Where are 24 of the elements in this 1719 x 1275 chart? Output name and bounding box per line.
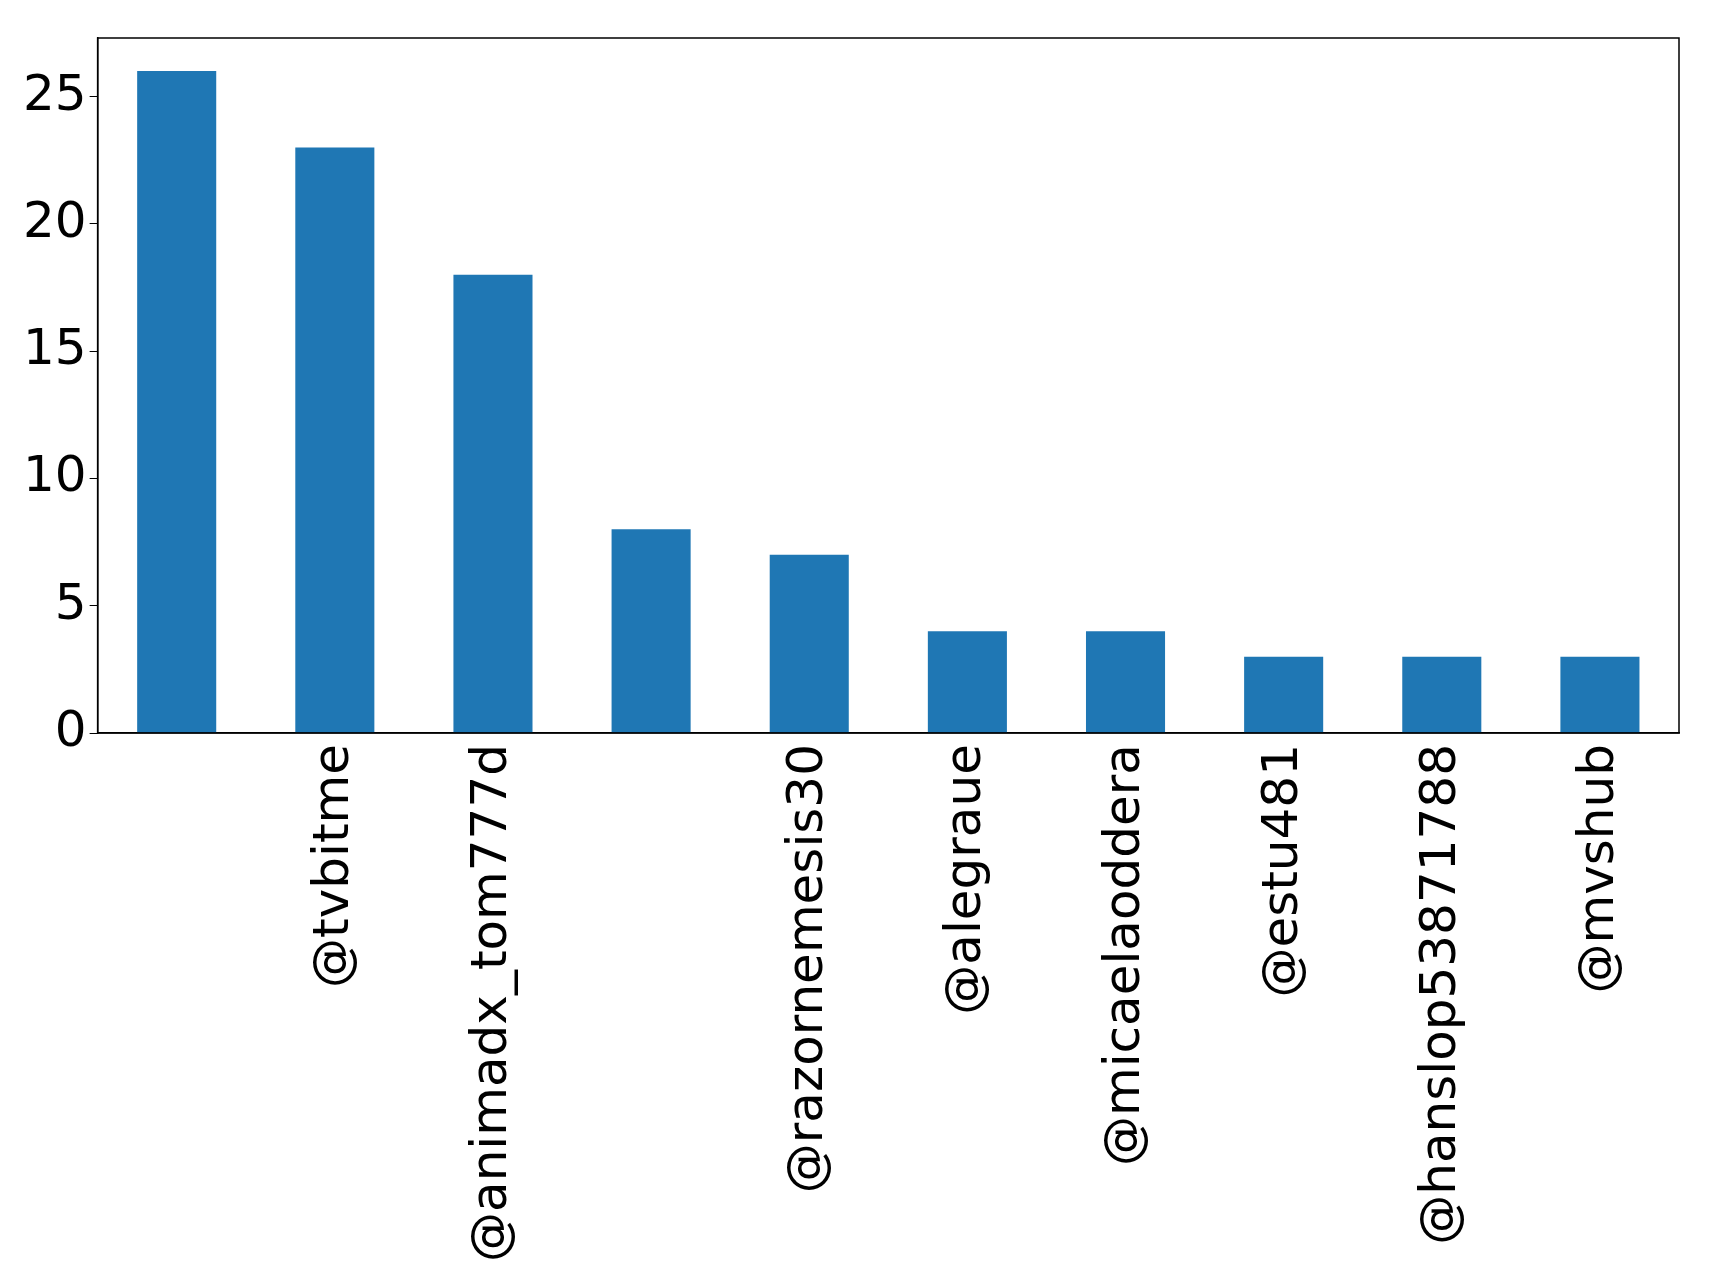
x-tick-label: @tvbitme	[301, 744, 360, 988]
bar	[295, 147, 375, 733]
bar	[453, 274, 533, 733]
y-tick-label: 5	[54, 572, 87, 631]
x-tick-label: @razornemesis30	[776, 744, 835, 1194]
y-tick-label: 15	[23, 318, 87, 377]
bar	[611, 529, 691, 733]
x-tick-label: @animadx_tom777d	[459, 744, 518, 1262]
y-tick-label: 25	[23, 63, 87, 122]
bar	[1560, 656, 1640, 733]
y-tick-label: 20	[23, 190, 87, 249]
y-tick-label: 10	[23, 445, 87, 504]
x-tick-label: @alegraue	[934, 744, 993, 1015]
x-tick-label: @estu481	[1250, 744, 1309, 998]
bar	[1244, 656, 1324, 733]
bar	[137, 71, 217, 733]
y-tick-label: 0	[54, 700, 87, 759]
bar	[769, 554, 849, 733]
x-tick-label: @micaelaoddera	[1092, 744, 1151, 1167]
bar	[927, 631, 1007, 733]
x-tick-label: @mvshub	[1566, 744, 1625, 994]
bar	[1402, 656, 1482, 733]
x-tick-label: @hanslop53871788	[1408, 744, 1467, 1245]
bar	[1085, 631, 1166, 733]
